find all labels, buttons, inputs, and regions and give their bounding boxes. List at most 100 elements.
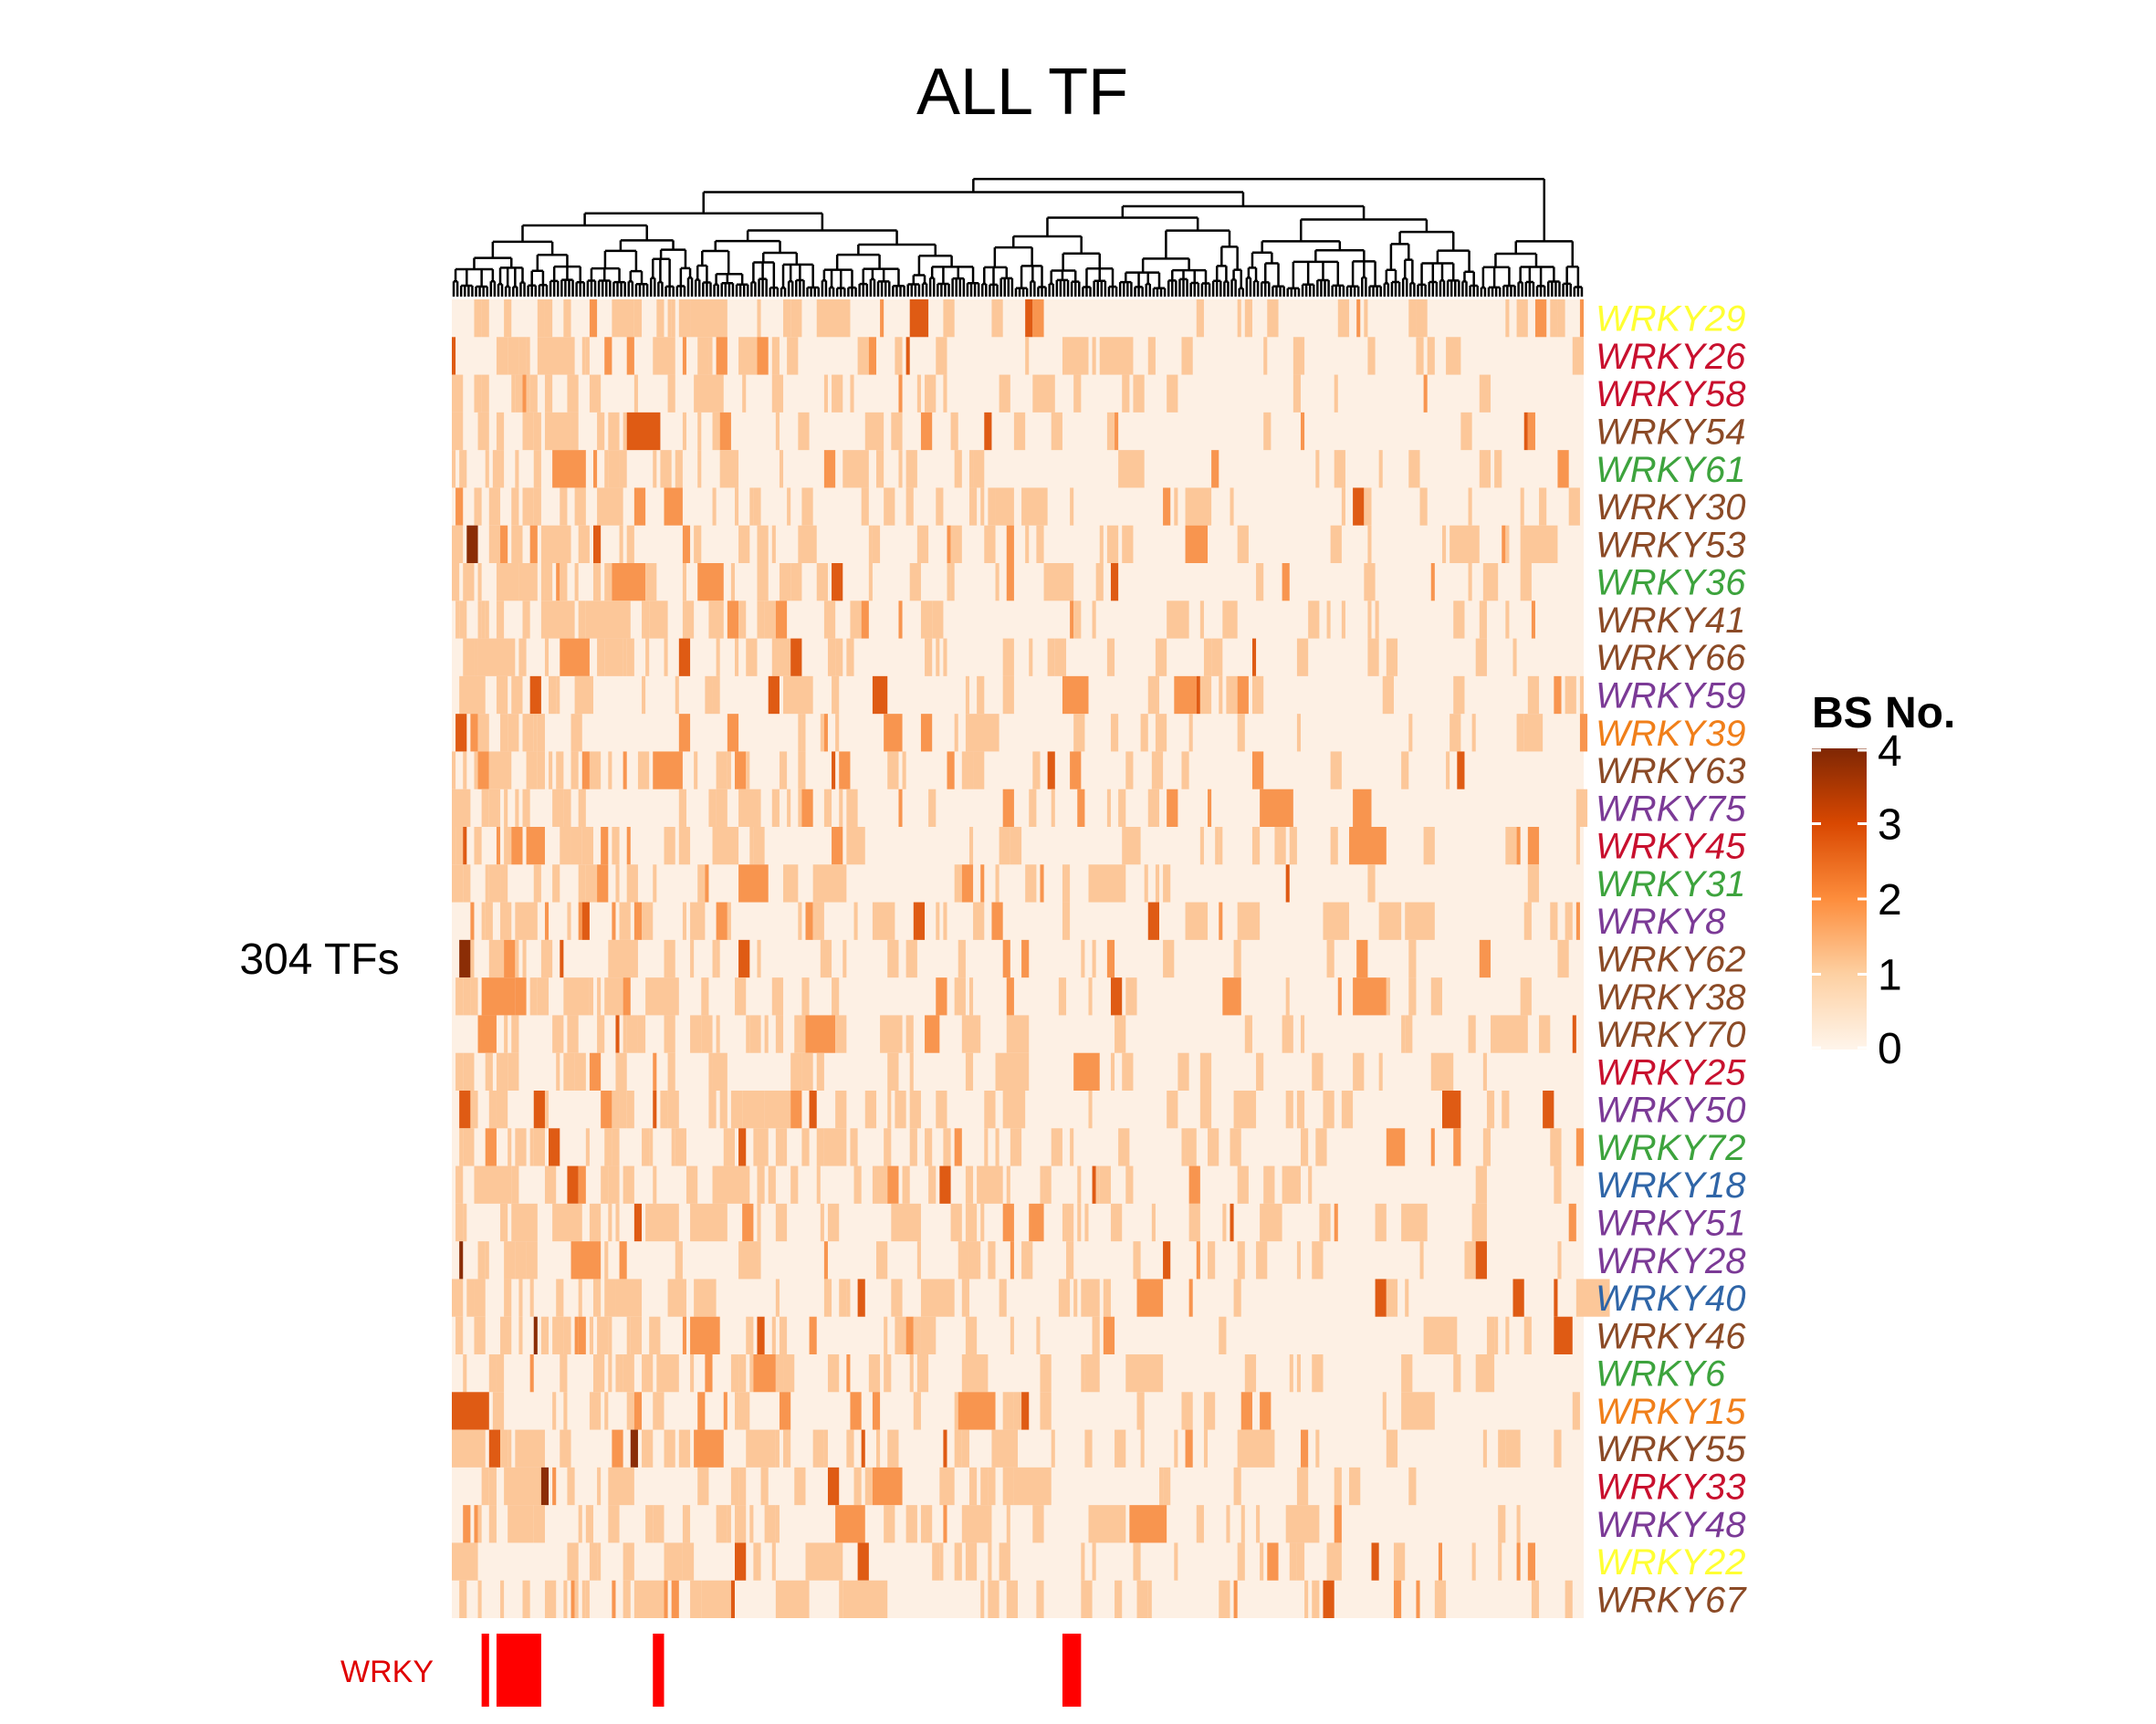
heatmap-cell: [1029, 1203, 1044, 1242]
dendrogram-branch: [1502, 284, 1516, 297]
heatmap-cell: [1199, 675, 1212, 715]
heatmap-cell: [816, 1128, 824, 1166]
dendrogram-branch: [781, 263, 814, 288]
heatmap-cell: [567, 1165, 579, 1204]
heatmap-cell: [1174, 1429, 1178, 1468]
heatmap-cell: [1274, 827, 1286, 865]
dendrogram-branch: [1517, 281, 1523, 297]
heatmap-cell: [496, 1052, 508, 1091]
heatmap-cell: [764, 1505, 776, 1543]
heatmap-cell: [936, 902, 940, 940]
heatmap-cell: [1025, 525, 1030, 563]
heatmap-cell: [723, 1128, 735, 1166]
heatmap-cell: [452, 374, 464, 413]
heatmap-cell: [612, 1580, 616, 1618]
heatmap-cell: [578, 1505, 582, 1543]
heatmap-cell: [504, 1467, 541, 1506]
heatmap-cell: [522, 374, 527, 413]
heatmap-cell: [857, 1542, 869, 1581]
heatmap-cell: [477, 563, 482, 601]
heatmap-cell: [544, 1580, 557, 1618]
heatmap-cell: [1523, 1316, 1532, 1354]
heatmap-cell: [1151, 1203, 1156, 1242]
heatmap-cell: [936, 337, 947, 375]
heatmap-cell: [876, 450, 884, 488]
heatmap-cell: [664, 939, 675, 978]
dendrogram-branch: [1055, 278, 1070, 297]
heatmap-cell: [485, 1052, 493, 1091]
heatmap-cell: [601, 827, 609, 865]
row-label: WRKY33: [1596, 1468, 1746, 1508]
heatmap-cell: [753, 487, 761, 526]
heatmap-cell: [1144, 864, 1148, 903]
heatmap-cell: [1036, 1316, 1041, 1354]
heatmap-cell: [1006, 1015, 1030, 1053]
heatmap-cell: [578, 789, 586, 827]
heatmap-cell: [623, 1354, 634, 1393]
heatmap-cell: [515, 977, 527, 1016]
heatmap-cell: [612, 563, 646, 601]
heatmap-cell: [1032, 1505, 1044, 1543]
dendrogram-branch: [530, 269, 545, 286]
heatmap-cell: [671, 299, 675, 338]
heatmap-cell: [678, 714, 691, 752]
heatmap-cell: [895, 337, 903, 375]
heatmap-cell: [504, 1241, 516, 1280]
heatmap-cell: [884, 487, 895, 526]
dendrogram-branch: [538, 283, 549, 297]
heatmap-cell: [850, 1128, 858, 1166]
heatmap-cell: [920, 714, 933, 752]
heatmap-cell: [1211, 638, 1223, 676]
heatmap-cell: [805, 1542, 843, 1581]
heatmap-cell: [452, 563, 460, 601]
heatmap-cell: [853, 902, 858, 940]
heatmap-cell: [1550, 299, 1558, 338]
dendrogram-branch: [1223, 280, 1230, 297]
heatmap-cell: [757, 939, 761, 978]
heatmap-cell: [730, 1091, 743, 1129]
heatmap-cell: [943, 902, 947, 940]
dendrogram-branch: [1134, 286, 1144, 297]
heatmap-cell: [455, 487, 464, 526]
heatmap-cell: [1554, 1165, 1562, 1204]
heatmap-cell: [1312, 1241, 1324, 1280]
heatmap-cell: [694, 374, 724, 413]
heatmap-cell: [1021, 939, 1030, 978]
heatmap-cell: [943, 1429, 947, 1468]
heatmap-cell: [749, 1354, 754, 1393]
heatmap-cell: [563, 977, 590, 1016]
heatmap-cell: [1312, 1354, 1324, 1393]
heatmap-cell: [686, 1165, 698, 1204]
heatmap-cell: [771, 638, 791, 676]
heatmap-cell: [950, 412, 958, 451]
heatmap-cell: [540, 563, 545, 601]
heatmap-cell: [936, 1091, 947, 1129]
heatmap-cell: [1334, 1505, 1342, 1543]
heatmap-cell: [1419, 487, 1428, 526]
heatmap-cell: [1025, 337, 1030, 375]
heatmap-cell: [991, 299, 1003, 338]
heatmap-cell: [511, 374, 516, 413]
dendrogram-branch: [1189, 281, 1200, 297]
heatmap-cell: [843, 939, 847, 978]
dendrogram-branch: [1093, 279, 1107, 297]
heatmap-cell: [1185, 1429, 1193, 1468]
heatmap-cell: [1219, 675, 1223, 715]
row-label: WRKY29: [1596, 299, 1746, 340]
heatmap-cell: [455, 977, 464, 1016]
dendrogram-branch: [1125, 271, 1161, 288]
heatmap-cell: [823, 1241, 828, 1280]
heatmap-cell: [1163, 1241, 1171, 1280]
row-label: WRKY66: [1596, 638, 1746, 678]
heatmap-cell: [626, 827, 631, 865]
heatmap-cell: [1155, 714, 1167, 752]
heatmap-cell: [1482, 563, 1499, 601]
heatmap-cell: [716, 1015, 720, 1053]
heatmap-cell: [757, 299, 761, 338]
heatmap-cell: [667, 1279, 686, 1317]
heatmap-cell: [746, 751, 750, 789]
dendrogram-branch: [694, 278, 701, 297]
heatmap-cell: [753, 1354, 776, 1393]
dendrogram-branch: [560, 278, 574, 297]
heatmap-cell: [980, 1203, 985, 1242]
